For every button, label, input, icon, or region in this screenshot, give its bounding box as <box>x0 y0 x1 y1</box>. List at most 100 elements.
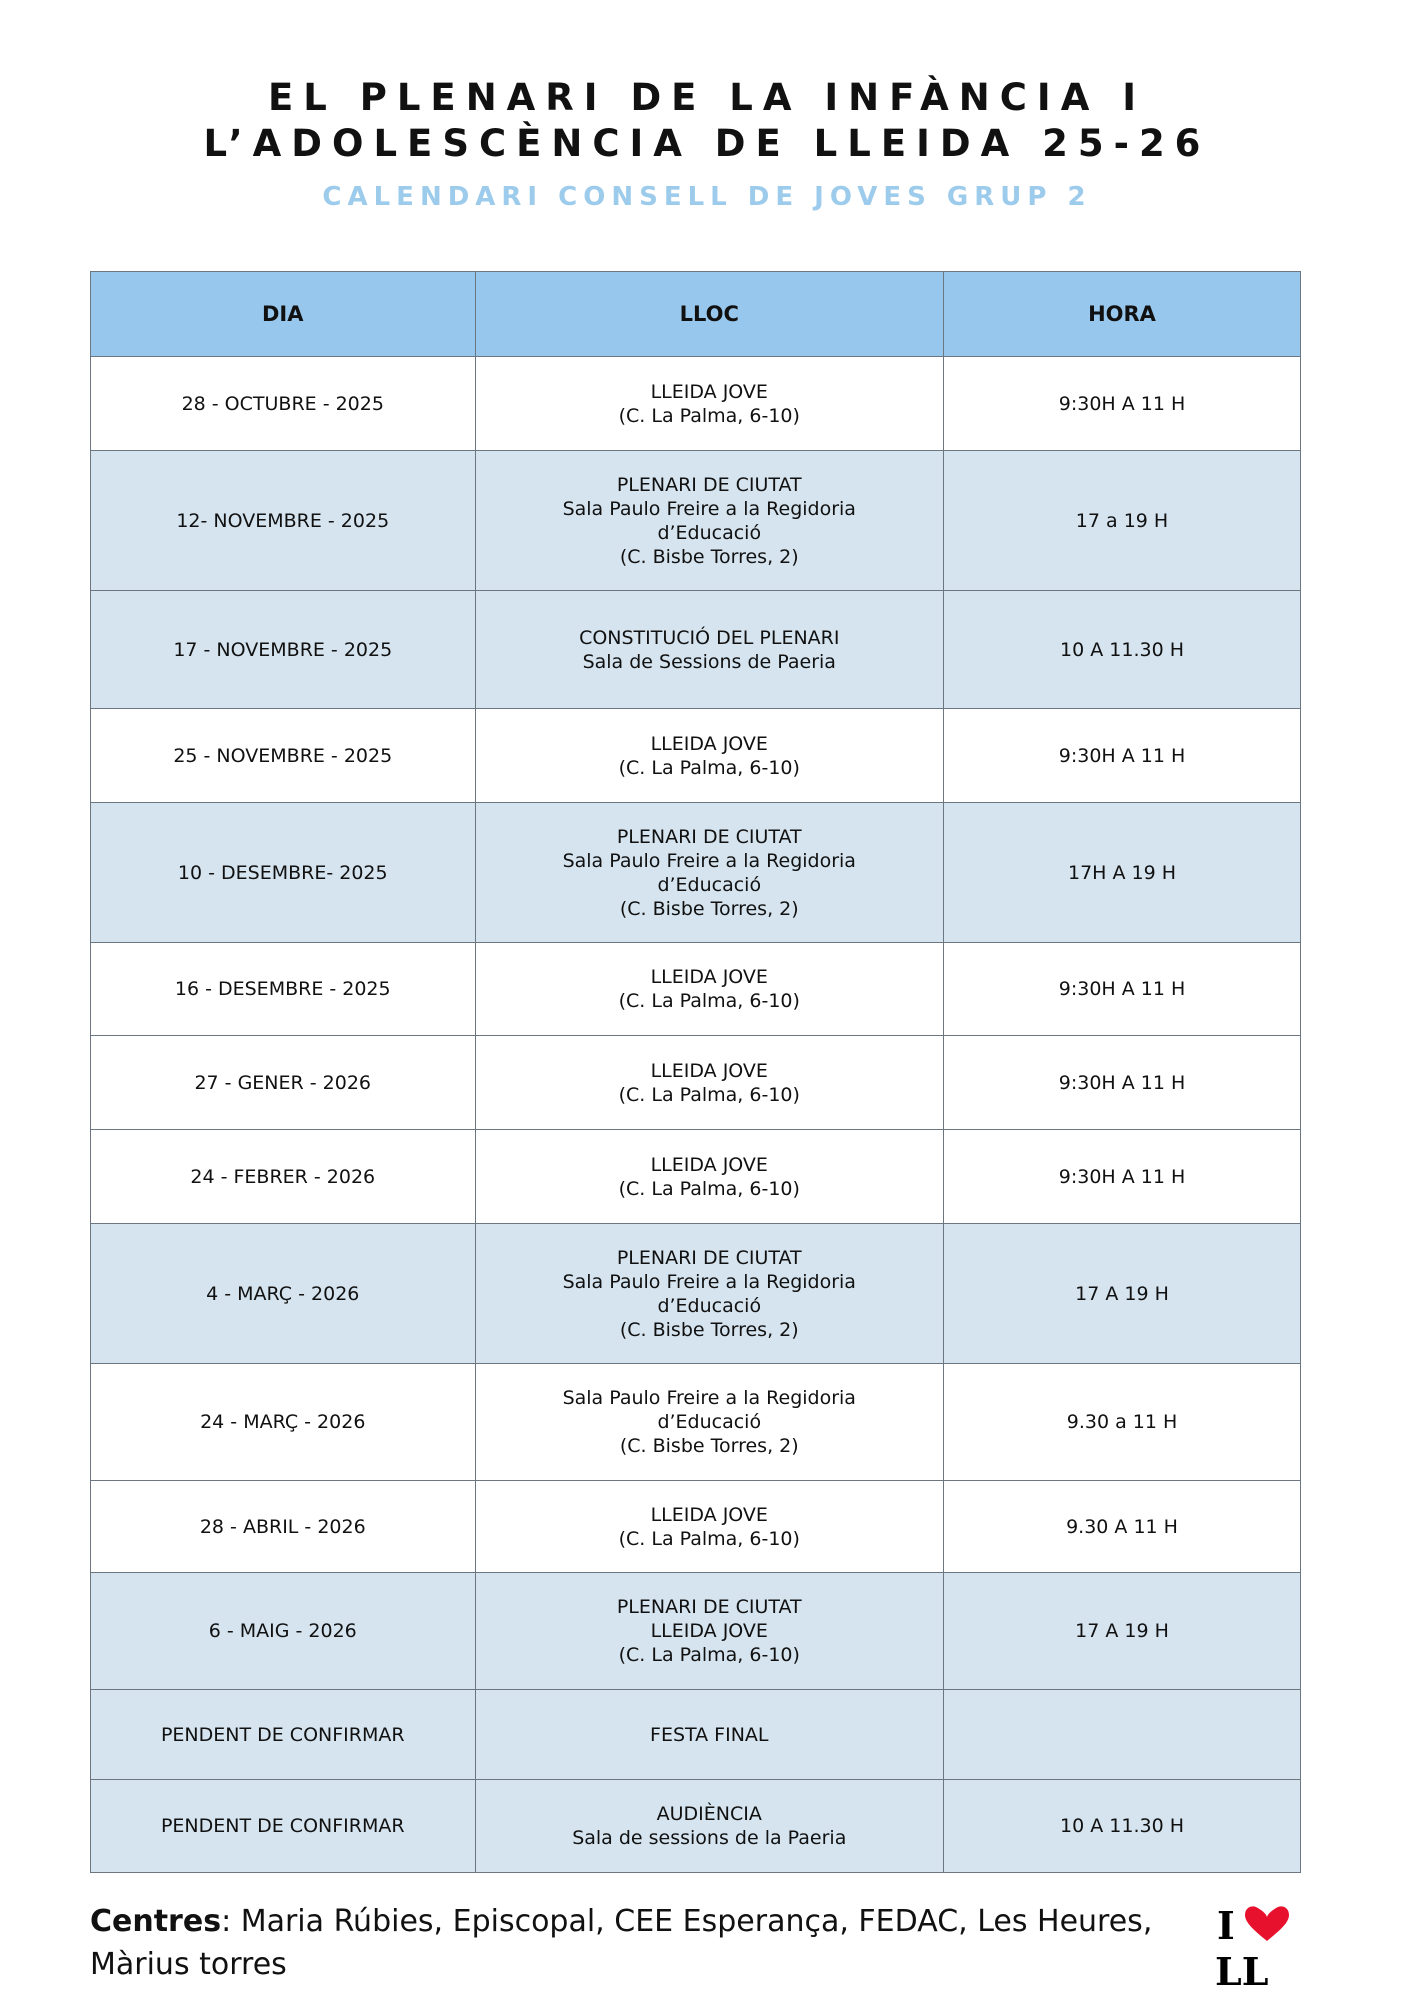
lloc-line: PLENARI DE CIUTAT <box>616 825 802 848</box>
table-header-row: DIA LLOC HORA <box>90 271 1301 357</box>
table-row: 16 - DESEMBRE - 2025 LLEIDA JOVE (C. La Pa… <box>90 942 1301 1036</box>
lloc-line: CONSTITUCIÓ DEL PLENARI <box>579 626 840 649</box>
cell-dia: 28 - OCTUBRE - 2025 <box>90 356 476 451</box>
lloc-line: (C. La Palma, 6-10) <box>618 1177 800 1200</box>
lloc-line: (C. Bisbe Torres, 2) <box>619 1318 799 1341</box>
lloc-line: (C. La Palma, 6-10) <box>618 756 800 779</box>
i-love-lleida-logo: I LL <box>1215 1903 1290 1994</box>
lloc-line: (C. La Palma, 6-10) <box>618 1644 800 1666</box>
column-header-dia: DIA <box>90 271 476 357</box>
centres-list: : Maria Rúbies, Episcopal, CEE Esperança… <box>90 1904 1153 1982</box>
lloc-line: (C. La Palma, 6-10) <box>618 1527 800 1550</box>
svg-text:I: I <box>1217 1903 1235 1948</box>
cell-hora: 9.30 A 11 H <box>943 1480 1301 1573</box>
cell-dia: 24 - MARÇ - 2026 <box>90 1363 476 1481</box>
lloc-line: Sala de Sessions de Paeria <box>582 650 836 673</box>
cell-hora: 10 A 11.30 H <box>943 1779 1301 1873</box>
lloc-line: Sala Paulo Freire a la Regidoria <box>562 1387 856 1409</box>
column-header-hora: HORA <box>943 271 1301 357</box>
table-row: 24 - FEBRER - 2026 LLEIDA JOVE (C. La Palm… <box>90 1129 1301 1224</box>
title-line-2: L’ADOLESCÈNCIA DE LLEIDA 25-26 <box>203 122 1211 165</box>
table-row: 12- NOVEMBRE - 2025 PLENARI DE CIUTAT Sala… <box>90 450 1301 591</box>
table-row: 24 - MARÇ - 2026 Sala Paulo Freire a la R… <box>90 1363 1301 1481</box>
page-title: EL PLENARI DE LA INFÀNCIA I L’ADOLESCÈNC… <box>0 75 1414 167</box>
cell-hora: 9.30 a 11 H <box>943 1363 1301 1481</box>
lloc-line: PLENARI DE CIUTAT <box>616 1596 802 1618</box>
cell-lloc: PLENARI DE CIUTAT Sala Paulo Freire a la … <box>474 450 945 591</box>
centres-footer: Centres: Maria Rúbies, Episcopal, CEE Es… <box>90 1900 1170 1986</box>
lloc-line: PLENARI DE CIUTAT <box>616 1246 802 1269</box>
lloc-line: LLEIDA JOVE <box>650 732 768 755</box>
cell-dia: 6 - MAIG - 2026 <box>90 1572 476 1690</box>
cell-hora: 17H A 19 H <box>943 802 1301 943</box>
table-row: 4 - MARÇ - 2026 PLENARI DE CIUTAT Sala Pau… <box>90 1223 1301 1364</box>
lloc-line: LLEIDA JOVE <box>650 1059 768 1082</box>
lloc-line: PLENARI DE CIUTAT <box>616 473 802 496</box>
lloc-line: LLEIDA JOVE <box>650 1503 768 1526</box>
centres-label: Centres <box>90 1904 222 1939</box>
cell-dia: PENDENT DE CONFIRMAR <box>90 1779 476 1873</box>
table-row: 28 - OCTUBRE - 2025 LLEIDA JOVE (C. La Pal… <box>90 356 1301 451</box>
i-love-ll-logo-graphic: I LL <box>1215 1903 1289 1994</box>
cell-dia: 27 - GENER - 2026 <box>90 1035 476 1130</box>
table-row: 10 - DESEMBRE- 2025 PLENARI DE CIUTAT Sala… <box>90 802 1301 943</box>
cell-dia: 17 - NOVEMBRE - 2025 <box>90 590 476 709</box>
lloc-line: Sala Paulo Freire a la Regidoria <box>562 1270 856 1293</box>
lloc-line: LLEIDA JOVE <box>650 1153 768 1176</box>
lloc-line: (C. Bisbe Torres, 2) <box>619 897 799 920</box>
cell-hora <box>943 1689 1301 1780</box>
calendar-table: DIA LLOC HORA 28 - OCTUBRE - 2025 LLEIDA … <box>90 271 1301 1873</box>
cell-lloc: FESTA FINAL <box>474 1689 945 1780</box>
lloc-line: Sala Paulo Freire a la Regidoria <box>562 849 856 872</box>
lloc-line: (C. Bisbe Torres, 2) <box>619 1435 799 1457</box>
table-row: PENDENT DE CONFIRMAR AUDIÈNCIA Sala de ses… <box>90 1779 1301 1873</box>
lloc-line: (C. La Palma, 6-10) <box>618 1083 800 1106</box>
heart-icon <box>1245 1906 1289 1941</box>
lloc-line: (C. La Palma, 6-10) <box>618 990 800 1012</box>
table-row: 25 - NOVEMBRE - 2025 LLEIDA JOVE (C. La Pa… <box>90 708 1301 803</box>
lloc-line: FESTA FINAL <box>650 1723 769 1746</box>
cell-lloc: PLENARI DE CIUTAT Sala Paulo Freire a la … <box>474 1223 945 1364</box>
cell-lloc: AUDIÈNCIA Sala de sessions de la Paeria <box>474 1779 945 1873</box>
lloc-line: LLEIDA JOVE <box>650 380 768 403</box>
table-row: 28 - ABRIL - 2026 LLEIDA JOVE (C. La Palma… <box>90 1480 1301 1573</box>
cell-dia: 10 - DESEMBRE- 2025 <box>90 802 476 943</box>
table-row: 6 - MAIG - 2026 PLENARI DE CIUTAT LLEIDA J… <box>90 1572 1301 1690</box>
cell-hora: 9:30H A 11 H <box>943 942 1301 1036</box>
cell-dia: 16 - DESEMBRE - 2025 <box>90 942 476 1036</box>
lloc-line: Sala de sessions de la Paeria <box>572 1827 847 1849</box>
cell-lloc: LLEIDA JOVE (C. La Palma, 6-10) <box>474 1129 945 1224</box>
cell-lloc: LLEIDA JOVE (C. La Palma, 6-10) <box>474 708 945 803</box>
table-row: 17 - NOVEMBRE - 2025 CONSTITUCIÓ DEL PLEN… <box>90 590 1301 709</box>
table-row: PENDENT DE CONFIRMAR FESTA FINAL <box>90 1689 1301 1780</box>
subtitle: CALENDARI CONSELL DE JOVES GRUP 2 <box>322 182 1092 212</box>
cell-dia: PENDENT DE CONFIRMAR <box>90 1689 476 1780</box>
lloc-line: Sala Paulo Freire a la Regidoria <box>562 497 856 520</box>
title-line-1: EL PLENARI DE LA INFÀNCIA I <box>268 76 1146 119</box>
lloc-line: (C. La Palma, 6-10) <box>618 404 800 427</box>
cell-lloc: PLENARI DE CIUTAT Sala Paulo Freire a la … <box>474 802 945 943</box>
cell-dia: 25 - NOVEMBRE - 2025 <box>90 708 476 803</box>
cell-hora: 9:30H A 11 H <box>943 708 1301 803</box>
lloc-line: (C. Bisbe Torres, 2) <box>619 545 799 568</box>
table-row: 27 - GENER - 2026 LLEIDA JOVE (C. La Palma… <box>90 1035 1301 1130</box>
cell-dia: 4 - MARÇ - 2026 <box>90 1223 476 1364</box>
cell-hora: 10 A 11.30 H <box>943 590 1301 709</box>
cell-hora: 17 a 19 H <box>943 450 1301 591</box>
svg-text:LL: LL <box>1215 1949 1268 1988</box>
lloc-line: d’Educació <box>657 521 762 544</box>
cell-lloc: LLEIDA JOVE (C. La Palma, 6-10) <box>474 942 945 1036</box>
lloc-line: LLEIDA JOVE <box>650 1620 768 1642</box>
cell-hora: 9:30H A 11 H <box>943 1129 1301 1224</box>
cell-dia: 12- NOVEMBRE - 2025 <box>90 450 476 591</box>
lloc-line: d’Educació <box>657 873 762 896</box>
cell-lloc: LLEIDA JOVE (C. La Palma, 6-10) <box>474 1480 945 1573</box>
cell-lloc: LLEIDA JOVE (C. La Palma, 6-10) <box>474 1035 945 1130</box>
lloc-line: d’Educació <box>657 1294 762 1317</box>
lloc-line: AUDIÈNCIA <box>656 1803 762 1825</box>
cell-lloc: PLENARI DE CIUTAT LLEIDA JOVE (C. La Palma… <box>474 1572 945 1690</box>
cell-hora: 9:30H A 11 H <box>943 1035 1301 1130</box>
cell-hora: 9:30H A 11 H <box>943 356 1301 451</box>
lloc-line: d’Educació <box>657 1411 762 1433</box>
cell-lloc: LLEIDA JOVE (C. La Palma, 6-10) <box>474 356 945 451</box>
